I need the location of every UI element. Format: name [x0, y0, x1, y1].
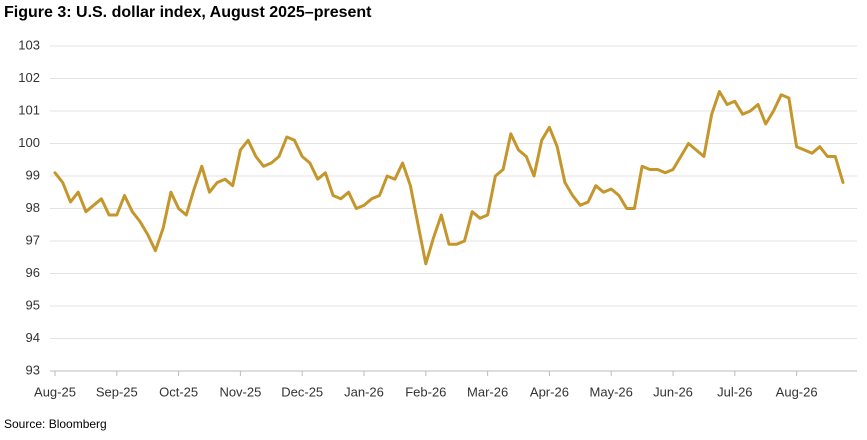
y-tick-label: 101: [18, 102, 40, 117]
x-tick-label: Jan-26: [344, 384, 384, 399]
x-tick-label: Nov-25: [219, 384, 261, 399]
y-tick-label: 95: [26, 297, 40, 312]
x-tick-label: Feb-26: [405, 384, 446, 399]
x-tick-label: Jun-26: [653, 384, 693, 399]
x-tick-label: Mar-26: [467, 384, 508, 399]
y-tick-label: 100: [18, 135, 40, 150]
x-tick-label: Sep-25: [96, 384, 138, 399]
y-tick-label: 97: [26, 232, 40, 247]
y-tick-label: 99: [26, 167, 40, 182]
x-tick-label: May-26: [590, 384, 633, 399]
source: Source: Bloomberg: [4, 417, 107, 431]
chart-title: Figure 3: U.S. dollar index, August 2025…: [4, 4, 372, 21]
x-tick-label: Aug-25: [34, 384, 76, 399]
y-tick-label: 96: [26, 265, 40, 280]
y-tick-label: 93: [26, 362, 40, 377]
x-tick-label: Dec-25: [281, 384, 323, 399]
x-tick-label: Aug-26: [776, 384, 818, 399]
x-tick-label: Apr-26: [530, 384, 569, 399]
x-tick-label: Oct-25: [159, 384, 198, 399]
x-tick-label: Jul-26: [717, 384, 752, 399]
y-tick-label: 102: [18, 70, 40, 85]
y-tick-label: 94: [26, 330, 40, 345]
y-tick-label: 98: [26, 200, 40, 215]
y-tick-label: 103: [18, 37, 40, 52]
line-series: [53, 90, 845, 266]
